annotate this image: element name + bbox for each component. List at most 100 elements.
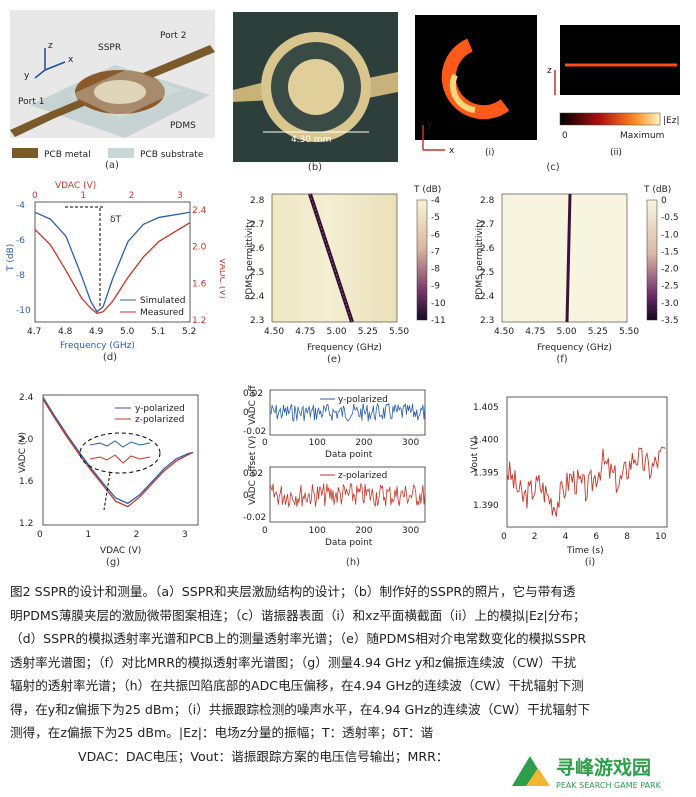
panel-b: 4.30 mm (b)	[233, 12, 398, 177]
panel-c: y x (i) z |Ez| 0 Maximum (ii) (c)	[415, 15, 690, 175]
figure-caption: 图2 SSPR的设计和测量。（a）SSPR和夹层激励结构的设计；（b）制作好的S…	[10, 580, 686, 768]
i-plot-frame	[506, 396, 668, 528]
e-y-tick: 2.5	[250, 268, 264, 278]
watermark-subtitle: PEAK SEARCH GAME PARK	[556, 781, 662, 790]
label-y: y	[24, 71, 30, 81]
h-y-tick-top: 0.02	[243, 389, 263, 399]
e-y-tick: 2.8	[250, 196, 265, 206]
g-y-tick: 2.4	[19, 393, 34, 403]
g-y-tick: 1.2	[19, 519, 33, 529]
d-right-axis-label: VADC (V)	[217, 258, 225, 299]
h-y-tick-top: -0.02	[243, 427, 266, 437]
f-x-tick: 4.50	[494, 327, 514, 337]
d-right-tick: 1.2	[192, 316, 206, 326]
d-top-tick: 2	[129, 191, 135, 201]
d-x-tick: 5.0	[120, 327, 135, 337]
legend-substrate-swatch	[108, 148, 134, 158]
legend-metal-label: PCB metal	[44, 150, 91, 160]
label-x: x	[68, 55, 74, 65]
h-legend-z: z-polarized	[338, 471, 387, 481]
d-top-tick: 3	[177, 191, 183, 201]
e-cb-tick: -6	[431, 230, 440, 240]
caption-line-6: 得，在y和z偏振下为25 dBm；（i）共振跟踪检测的噪声水平，在4.94 GH…	[10, 701, 591, 717]
h-y-tick-bottom: 0.02	[243, 469, 263, 479]
f-y-tick: 2.8	[480, 196, 495, 206]
e-colorbar	[416, 199, 428, 321]
h-legend-y: y-polarized	[338, 395, 388, 405]
panel-d-label: (d)	[102, 352, 118, 363]
panel-g-label: (g)	[105, 557, 121, 568]
e-x-tick: 5.00	[327, 327, 347, 337]
f-x-tick: 5.25	[588, 327, 608, 337]
h-x-tick-top: 300	[402, 438, 419, 448]
f-y-tick: 2.6	[480, 244, 495, 254]
g-x-tick: 3	[182, 530, 188, 540]
watermark-title: 寻峰游戏园	[556, 756, 651, 779]
e-y-tick: 2.4	[250, 292, 265, 302]
legend-substrate-label: PCB substrate	[140, 150, 204, 160]
g-zoom-ellipse	[79, 432, 161, 474]
e-y-tick: 2.7	[250, 220, 264, 230]
d-legend-meas: Measured	[140, 308, 184, 318]
f-x-tick: 5.50	[619, 327, 639, 337]
d-top-tick: 0	[32, 191, 38, 201]
f-y-tick: 2.3	[480, 316, 494, 326]
label-sspr: SSPR	[98, 43, 121, 53]
h-x-tick-bottom: 200	[355, 526, 372, 536]
panel-f-heatmap: T (dB) 0 -0.5 -1.0 -1.5 -2.0 -2.5 -3.0 -3.5 4.50…	[475, 185, 679, 353]
e-cb-tick: -9	[431, 282, 440, 292]
field-map-xz	[560, 25, 680, 95]
h-noise-y	[269, 402, 426, 422]
h-x-tick-top: 200	[355, 438, 372, 448]
panel-g-chart: 0 1 2 3 2.4 2.0 1.6 1.2 y-polarized z-polarized…	[18, 393, 199, 556]
i-y-tick: 1.390	[473, 501, 499, 511]
c-sub-ii: (ii)	[610, 148, 622, 158]
panel-i-label: (i)	[584, 557, 596, 568]
f-cb-tick: -1.5	[661, 247, 679, 257]
e-cb-tick: -8	[431, 265, 440, 275]
g-zoom-arrow	[103, 472, 111, 511]
sspr-center	[94, 80, 146, 104]
d-delta-t: δT	[110, 215, 122, 225]
panel-a-label: (a)	[105, 160, 119, 171]
g-x-tick: 2	[134, 530, 140, 540]
field-hotspot-core	[449, 73, 476, 113]
panel-h-label: (h)	[345, 557, 361, 568]
f-cb-tick: -0.5	[661, 213, 679, 223]
f-xlabel: Frequency (GHz)	[537, 343, 612, 353]
f-cb-tick: -3.5	[661, 316, 679, 326]
h-x-tick-top: 0	[262, 438, 268, 448]
d-right-tick: 1.6	[192, 279, 207, 289]
panel-i-chart: 0 2 4 6 8 10 1.405 1.400 1.395 1.390 Time (s) Vou…	[470, 396, 668, 556]
i-x-tick: 4	[563, 532, 569, 542]
d-x-tick: 4.8	[58, 327, 73, 337]
e-cb-tick: -11	[431, 316, 446, 326]
legend-metal-swatch	[12, 148, 38, 158]
panel-f-label: (f)	[556, 354, 568, 365]
caption-line-4: 透射率光谱图；（f）对比MRR的模拟透射率光谱图；（g）测量4.94 GHz y…	[10, 654, 577, 670]
f-cb-tick: 0	[661, 196, 667, 206]
f-x-tick: 4.75	[525, 327, 545, 337]
h-noise-z	[269, 482, 426, 508]
f-y-tick: 2.5	[480, 268, 494, 278]
h-xlabel-bottom: Data point	[325, 538, 373, 548]
f-heatmap-area	[501, 193, 628, 323]
f-x-tick: 5.00	[557, 327, 577, 337]
f-cb-tick: -2.5	[661, 282, 679, 292]
e-y-tick: 2.3	[250, 316, 264, 326]
g-y-tick: 2.0	[19, 435, 34, 445]
e-resonance-trace-detail	[309, 193, 353, 323]
i-ylabel: Vout (V)	[470, 437, 480, 473]
d-x-tick: 4.9	[89, 327, 104, 337]
c-cb-min: 0	[562, 131, 568, 141]
c-cb-max: Maximum	[620, 131, 664, 141]
panel-d: VDAC (V) Frequency (GHz) T (dB) VADC (V)…	[0, 180, 227, 370]
panel-a-illustration: z x y SSPR Port 2 Port 1 PDMS PCB metal …	[10, 10, 215, 160]
h-x-tick-bottom: 300	[402, 526, 419, 536]
i-series-vout	[506, 446, 666, 517]
axis-y-arrow	[34, 69, 46, 79]
c-label-x: x	[449, 146, 455, 156]
c-label-z: z	[547, 66, 552, 76]
g-zoom-y	[89, 440, 151, 448]
panel-c-field-maps: y x (i) z |Ez| 0 Maximum (ii)	[415, 15, 680, 158]
